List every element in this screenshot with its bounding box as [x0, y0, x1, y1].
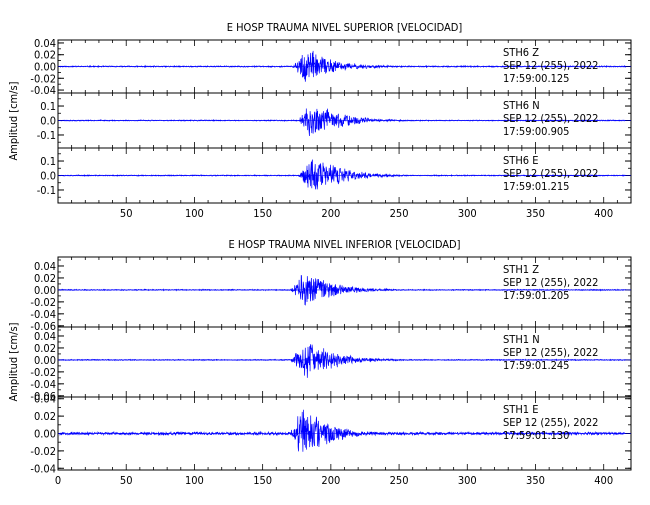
y-tick-label: 0.02: [34, 49, 56, 62]
x-tick-label: 350: [526, 207, 545, 220]
x-tick-label: 150: [253, 474, 272, 487]
y-tick-label: 0.00: [34, 354, 56, 367]
trace-time: 17:59:00.125: [503, 72, 569, 85]
y-tick-label: 0.04: [34, 260, 56, 273]
y-axis-label: Amplitud [cm/s]: [7, 322, 20, 401]
y-tick-label: -0.02: [30, 445, 56, 458]
y-tick-label: 0.1: [40, 155, 56, 168]
waveform-trace: [59, 344, 626, 378]
x-tick-label: 250: [390, 474, 409, 487]
x-tick-label: 100: [185, 207, 204, 220]
station-label: STH1 Z: [503, 263, 539, 276]
y-tick-label: 0.0: [40, 115, 56, 128]
y-tick-label: -0.04: [30, 462, 56, 475]
y-tick-label: -0.04: [30, 308, 56, 321]
y-tick-label: -0.02: [30, 72, 56, 85]
station-label: STH6 N: [503, 99, 540, 112]
y-tick-label: -0.04: [30, 84, 56, 97]
chart-panel-1: E HOSP TRAUMA NIVEL SUPERIOR [VELOCIDAD]…: [7, 21, 632, 220]
x-tick-label: 50: [120, 474, 133, 487]
y-tick-label: -0.1: [37, 129, 56, 142]
waveform-trace: [59, 409, 626, 452]
y-tick-label: 0.02: [34, 410, 56, 423]
y-tick-label: 0.02: [34, 342, 56, 355]
y-tick-label: 0.02: [34, 272, 56, 285]
x-tick-label: 350: [526, 474, 545, 487]
y-tick-label: 0.0: [40, 170, 56, 183]
x-tick-label: 300: [458, 474, 477, 487]
waveform-trace: [59, 108, 626, 137]
y-tick-label: 0.04: [34, 37, 56, 50]
station-label: STH6 E: [503, 154, 538, 167]
y-tick-label: 0.00: [34, 284, 56, 297]
y-axis-label: Amplitud [cm/s]: [7, 81, 20, 160]
station-label: STH1 E: [503, 403, 538, 416]
trace-date: SEP 12 (255), 2022: [503, 346, 598, 359]
y-tick-label: -0.02: [30, 366, 56, 379]
x-tick-label: 400: [594, 207, 613, 220]
waveform-trace: [59, 50, 626, 82]
trace-time: 17:59:01.205: [503, 289, 569, 302]
y-tick-label: -0.04: [30, 378, 56, 391]
waveform-trace: [59, 159, 626, 190]
x-tick-label: 100: [185, 474, 204, 487]
trace-time: 17:59:01.215: [503, 180, 569, 193]
x-tick-label: 250: [390, 207, 409, 220]
y-tick-label: -0.06: [30, 320, 56, 333]
station-label: STH1 N: [503, 333, 540, 346]
trace-date: SEP 12 (255), 2022: [503, 167, 598, 180]
x-tick-label: 50: [120, 207, 133, 220]
chart-title: E HOSP TRAUMA NIVEL SUPERIOR [VELOCIDAD]: [227, 21, 463, 34]
trace-date: SEP 12 (255), 2022: [503, 59, 598, 72]
y-tick-label: 0.00: [34, 428, 56, 441]
chart-panel-2: E HOSP TRAUMA NIVEL INFERIOR [VELOCIDAD]…: [7, 238, 632, 487]
chart-title: E HOSP TRAUMA NIVEL INFERIOR [VELOCIDAD]: [228, 238, 460, 251]
y-tick-label: 0.04: [34, 330, 56, 343]
trace-date: SEP 12 (255), 2022: [503, 112, 598, 125]
trace-time: 17:59:00.905: [503, 125, 569, 138]
x-tick-label: 0: [55, 474, 61, 487]
y-tick-label: 0.04: [34, 393, 56, 406]
trace-time: 17:59:01.130: [503, 429, 569, 442]
x-tick-label: 150: [253, 207, 272, 220]
x-tick-label: 400: [594, 474, 613, 487]
y-tick-label: 0.1: [40, 100, 56, 113]
x-tick-label: 200: [321, 207, 340, 220]
y-tick-label: -0.06: [30, 390, 56, 403]
x-tick-label: 200: [321, 474, 340, 487]
y-tick-label: -0.1: [37, 184, 56, 197]
trace-date: SEP 12 (255), 2022: [503, 276, 598, 289]
y-tick-label: 0.00: [34, 61, 56, 74]
trace-time: 17:59:01.245: [503, 359, 569, 372]
x-tick-label: 300: [458, 207, 477, 220]
station-label: STH6 Z: [503, 46, 539, 59]
y-tick-label: -0.02: [30, 296, 56, 309]
waveform-trace: [59, 274, 626, 306]
trace-date: SEP 12 (255), 2022: [503, 416, 598, 429]
